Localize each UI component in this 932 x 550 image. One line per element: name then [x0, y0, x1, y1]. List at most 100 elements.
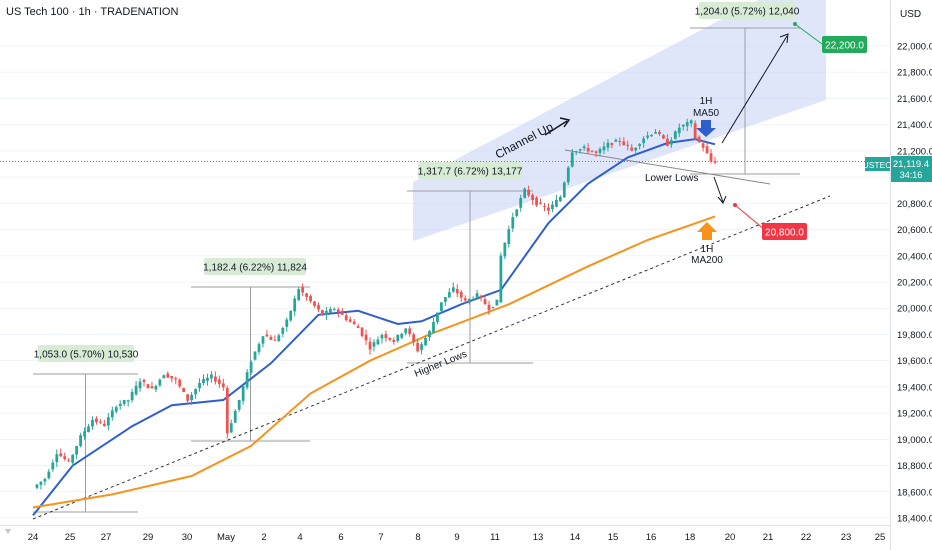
candle-body: [701, 143, 705, 148]
candle-body: [416, 342, 420, 352]
candle-body: [277, 335, 281, 341]
candle-body: [412, 334, 416, 343]
ma-line-ma50: [32, 138, 716, 517]
candle-body: [515, 209, 519, 216]
candle-body: [110, 410, 114, 418]
candle-body: [301, 287, 305, 293]
candle-body: [432, 321, 435, 333]
candle-body: [225, 388, 229, 434]
candle-body: [162, 375, 166, 379]
xtick-label: 23: [841, 532, 852, 543]
candle-body: [170, 376, 174, 379]
bull-arrow-line: [721, 35, 788, 144]
ytick-label: 19,200.0: [897, 409, 932, 420]
candle-body: [118, 403, 122, 406]
last-price-label: 21,119.4: [893, 159, 929, 170]
candle-body: [447, 292, 451, 298]
candle-body: [313, 301, 316, 306]
ytick-label: 19,000.0: [897, 435, 932, 446]
candle-body: [626, 144, 630, 147]
candle-body: [166, 373, 170, 378]
ma50-arrow-icon: [696, 120, 716, 137]
candle-body: [705, 146, 709, 154]
target-label-down-bg: [762, 223, 807, 240]
bull-arrowhead: [779, 33, 789, 44]
symbol-badge-bg: [865, 157, 890, 171]
candle-body: [598, 148, 602, 153]
candle-body: [43, 479, 47, 482]
candle-body: [709, 153, 713, 162]
candle-body: [122, 399, 126, 405]
candle-body: [630, 147, 634, 151]
xtick-label: 6: [338, 532, 343, 543]
lower-lows-line: [564, 149, 771, 185]
measure-label-3: 1,317.7 (6.72%) 13,177: [418, 167, 523, 178]
candle-body: [638, 144, 642, 147]
target-down-connector: [734, 204, 766, 231]
ytick-label: 18,600.0: [897, 487, 932, 498]
candle-body: [106, 417, 110, 426]
channel-up-arrow: [544, 120, 568, 136]
candle-body: [75, 446, 79, 455]
candle-body: [364, 334, 368, 341]
candle-body: [325, 310, 328, 316]
candle-body: [281, 327, 285, 334]
ytick-label: 21,200.0: [897, 146, 932, 157]
ma50-label: MA50: [693, 108, 720, 119]
candle-body: [424, 337, 427, 346]
candle-body: [713, 161, 717, 163]
candle-body: [384, 334, 388, 339]
candle-body: [210, 374, 213, 379]
candle-body: [669, 140, 673, 145]
target-down-dot: [733, 203, 737, 207]
candle-body: [182, 387, 186, 392]
candle-body: [79, 435, 82, 447]
candle-body: [400, 333, 404, 338]
candle-body: [309, 296, 312, 302]
candle-body: [253, 351, 257, 360]
candle-body: [555, 200, 558, 207]
candle-body: [428, 331, 431, 338]
xtick-label: 2: [261, 532, 266, 543]
candle-body: [376, 339, 380, 345]
candle-body: [83, 431, 86, 437]
candle-body: [340, 310, 344, 315]
xtick-label: 22: [801, 532, 812, 543]
ytick-label: 20,600.0: [897, 225, 932, 236]
candle-body: [531, 194, 534, 200]
measure-label-2-bg: [204, 258, 306, 275]
candle-body: [606, 142, 610, 148]
xtick-label: 15: [608, 532, 619, 543]
candle-body: [673, 131, 677, 139]
candle-body: [487, 304, 491, 311]
candle-body: [336, 309, 340, 313]
candle-body: [245, 372, 249, 388]
candle-body: [63, 456, 67, 460]
chart-title: US Tech 100 · 1h · TRADENATION: [6, 6, 179, 18]
candle-body: [99, 421, 102, 423]
candle-body: [59, 453, 63, 457]
candle-body: [650, 134, 653, 137]
candle-body: [658, 131, 661, 134]
candle-body: [681, 124, 685, 127]
xtick-label: 30: [182, 532, 193, 543]
candle-body: [146, 384, 150, 389]
candle-body: [39, 481, 43, 485]
candle-body: [102, 423, 106, 426]
candle-body: [348, 319, 352, 322]
candle-body: [693, 123, 697, 139]
candle-body: [396, 334, 400, 341]
countdown-label: 34:16: [900, 170, 923, 180]
candle-body: [479, 295, 483, 298]
measure-label-3-bg: [418, 162, 522, 179]
candle-body: [519, 197, 523, 208]
candle-body: [95, 418, 98, 423]
candle-body: [360, 327, 364, 337]
measure-label-2: 1,182.4 (6.22%) 11,824: [203, 263, 307, 274]
candle-body: [507, 229, 511, 244]
candle-body: [214, 376, 217, 382]
candle-body: [388, 337, 392, 340]
candle-body: [602, 146, 606, 151]
candle-body: [535, 197, 538, 206]
